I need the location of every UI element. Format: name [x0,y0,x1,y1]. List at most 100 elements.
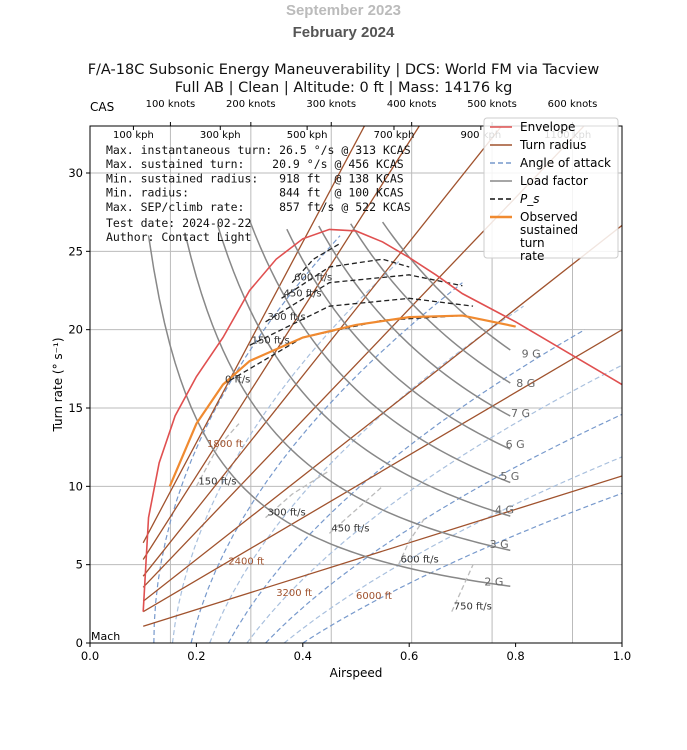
envelope-line [142,228,622,612]
top-kph-label: 900 kph [460,130,501,141]
stats-line: Author: Contact Light [106,230,251,244]
legend-label: Turn radius [519,138,586,152]
aoa-line [153,235,341,643]
cas-label: CAS [90,100,114,114]
ps-contour-label: 450 ft/s [284,288,322,299]
y-tick-label: 15 [68,401,83,415]
ps-contour-label: 450 ft/s [331,523,369,534]
ps-contour [195,423,240,487]
top-knots-label: 300 knots [306,99,356,110]
turn-radius-line [142,126,421,560]
ps-contour [291,242,341,284]
y-tick-label: 20 [68,323,83,337]
legend-box [483,117,619,259]
watermark-ghost: September 2023 [285,2,402,19]
load-factor-label: 3 G [490,538,509,551]
ps-contour-label: 150 ft/s [252,335,290,346]
ps-contour-label: 600 ft/s [294,273,332,284]
top-knots-label: 500 knots [467,99,517,110]
legend-label: Load factor [520,174,588,188]
y-axis-label: Turn rate (° s⁻¹) [51,337,65,432]
ps-contour [451,564,474,612]
ps-contour [397,517,426,565]
y-tick-label: 10 [68,479,83,493]
load-factor-line [350,223,511,384]
load-factor-label: 4 G [495,503,514,516]
curves-group [142,126,622,643]
x-tick-label: 0.4 [294,649,312,663]
stats-line: Test date: 2024-02-22 [106,216,251,230]
chart-title: F/A-18C Subsonic Energy Maneuverability … [87,62,600,78]
top-knots-label: 400 knots [387,99,437,110]
axes-frame [89,125,623,644]
legend-label: P_s [520,192,540,206]
load-factor-label: 9 G [522,348,541,361]
turn-radius-label: 2400 ft [228,557,264,568]
turn-radius-label: 3200 ft [276,588,312,599]
stats-line: Min. radius: 844 ft @ 100 KCAS [106,186,404,200]
top-knots-label: 100 knots [146,99,196,110]
load-factor-label: 8 G [516,377,535,390]
x-tick-label: 0.2 [187,649,205,663]
load-factor-label: 5 G [500,470,519,483]
aoa-line [283,456,622,643]
top-kph-label: 300 kph [200,130,241,141]
ps-contour-label: 0 ft/s [225,375,250,386]
stats-line: Max. instantaneous turn: 26.5 °/s @ 313 … [106,143,411,157]
load-factor-line [248,220,511,484]
x-tick-label: 0.8 [506,649,524,663]
load-factor-label: 6 G [506,438,525,451]
top-kph-label: 700 kph [374,130,415,141]
load-factor-line [185,236,511,552]
y-tick-label: 0 [76,636,83,650]
aoa-line [171,258,402,643]
ps-contour [249,297,474,346]
aoa-line [227,329,586,643]
top-knots-label: 600 knots [548,99,598,110]
stats-line: Max. SEP/climb rate: 857 ft/s @ 522 KCAS [106,200,411,214]
aoa-line [302,492,622,643]
aoa-line [265,413,622,643]
ps-contour [328,485,384,534]
ps-contour [281,258,410,299]
load-factor-line [318,225,511,417]
stats-line: Max. sustained turn: 20.9 °/s @ 456 KCAS [106,157,404,171]
ps-contour [265,470,330,519]
ps-contour-label: 750 ft/s [454,602,492,613]
observed-sustained-line [168,314,516,487]
x-tick-label: 0.0 [81,649,99,663]
x-tick-label: 0.6 [400,649,418,663]
ps-contour-label: 300 ft/s [268,312,306,323]
top-kph-label: 100 kph [113,130,154,141]
ps-contour-label: 300 ft/s [268,508,306,519]
aoa-line [190,282,463,643]
top-kph-label: 500 kph [287,130,328,141]
turn-radius-line [143,475,622,627]
load-factor-line [216,225,511,517]
turn-radius-line [142,126,366,544]
turn-radius-label: 6000 ft [356,591,392,602]
ps-contour-label: 600 ft/s [401,555,439,566]
turn-radius-label: 1800 ft [207,439,243,450]
x-axis-label: Airspeed [330,666,383,680]
y-tick-label: 30 [68,166,83,180]
turn-radius-line [142,329,622,613]
legend-label: Observed sustained turn rate [520,210,578,263]
ps-contour-label: 150 ft/s [198,476,236,487]
chart-subtitle: Full AB | Clean | Altitude: 0 ft | Mass:… [174,80,513,96]
load-factor-line [286,228,511,450]
mach-label: Mach [91,630,120,643]
load-factor-label: 2 G [484,576,503,589]
top-knots-label: 200 knots [226,99,276,110]
y-tick-label: 5 [76,558,83,572]
aoa-line [246,364,622,643]
stats-line: Min. sustained radius: 918 ft @ 138 KCAS [106,171,404,185]
load-factor-line [147,235,511,587]
load-factor-line [381,221,511,351]
legend-label: Angle of attack [520,156,611,170]
legend-label: Envelope [520,120,575,134]
watermark-month: February 2024 [292,24,395,41]
ps-contour [265,274,463,323]
